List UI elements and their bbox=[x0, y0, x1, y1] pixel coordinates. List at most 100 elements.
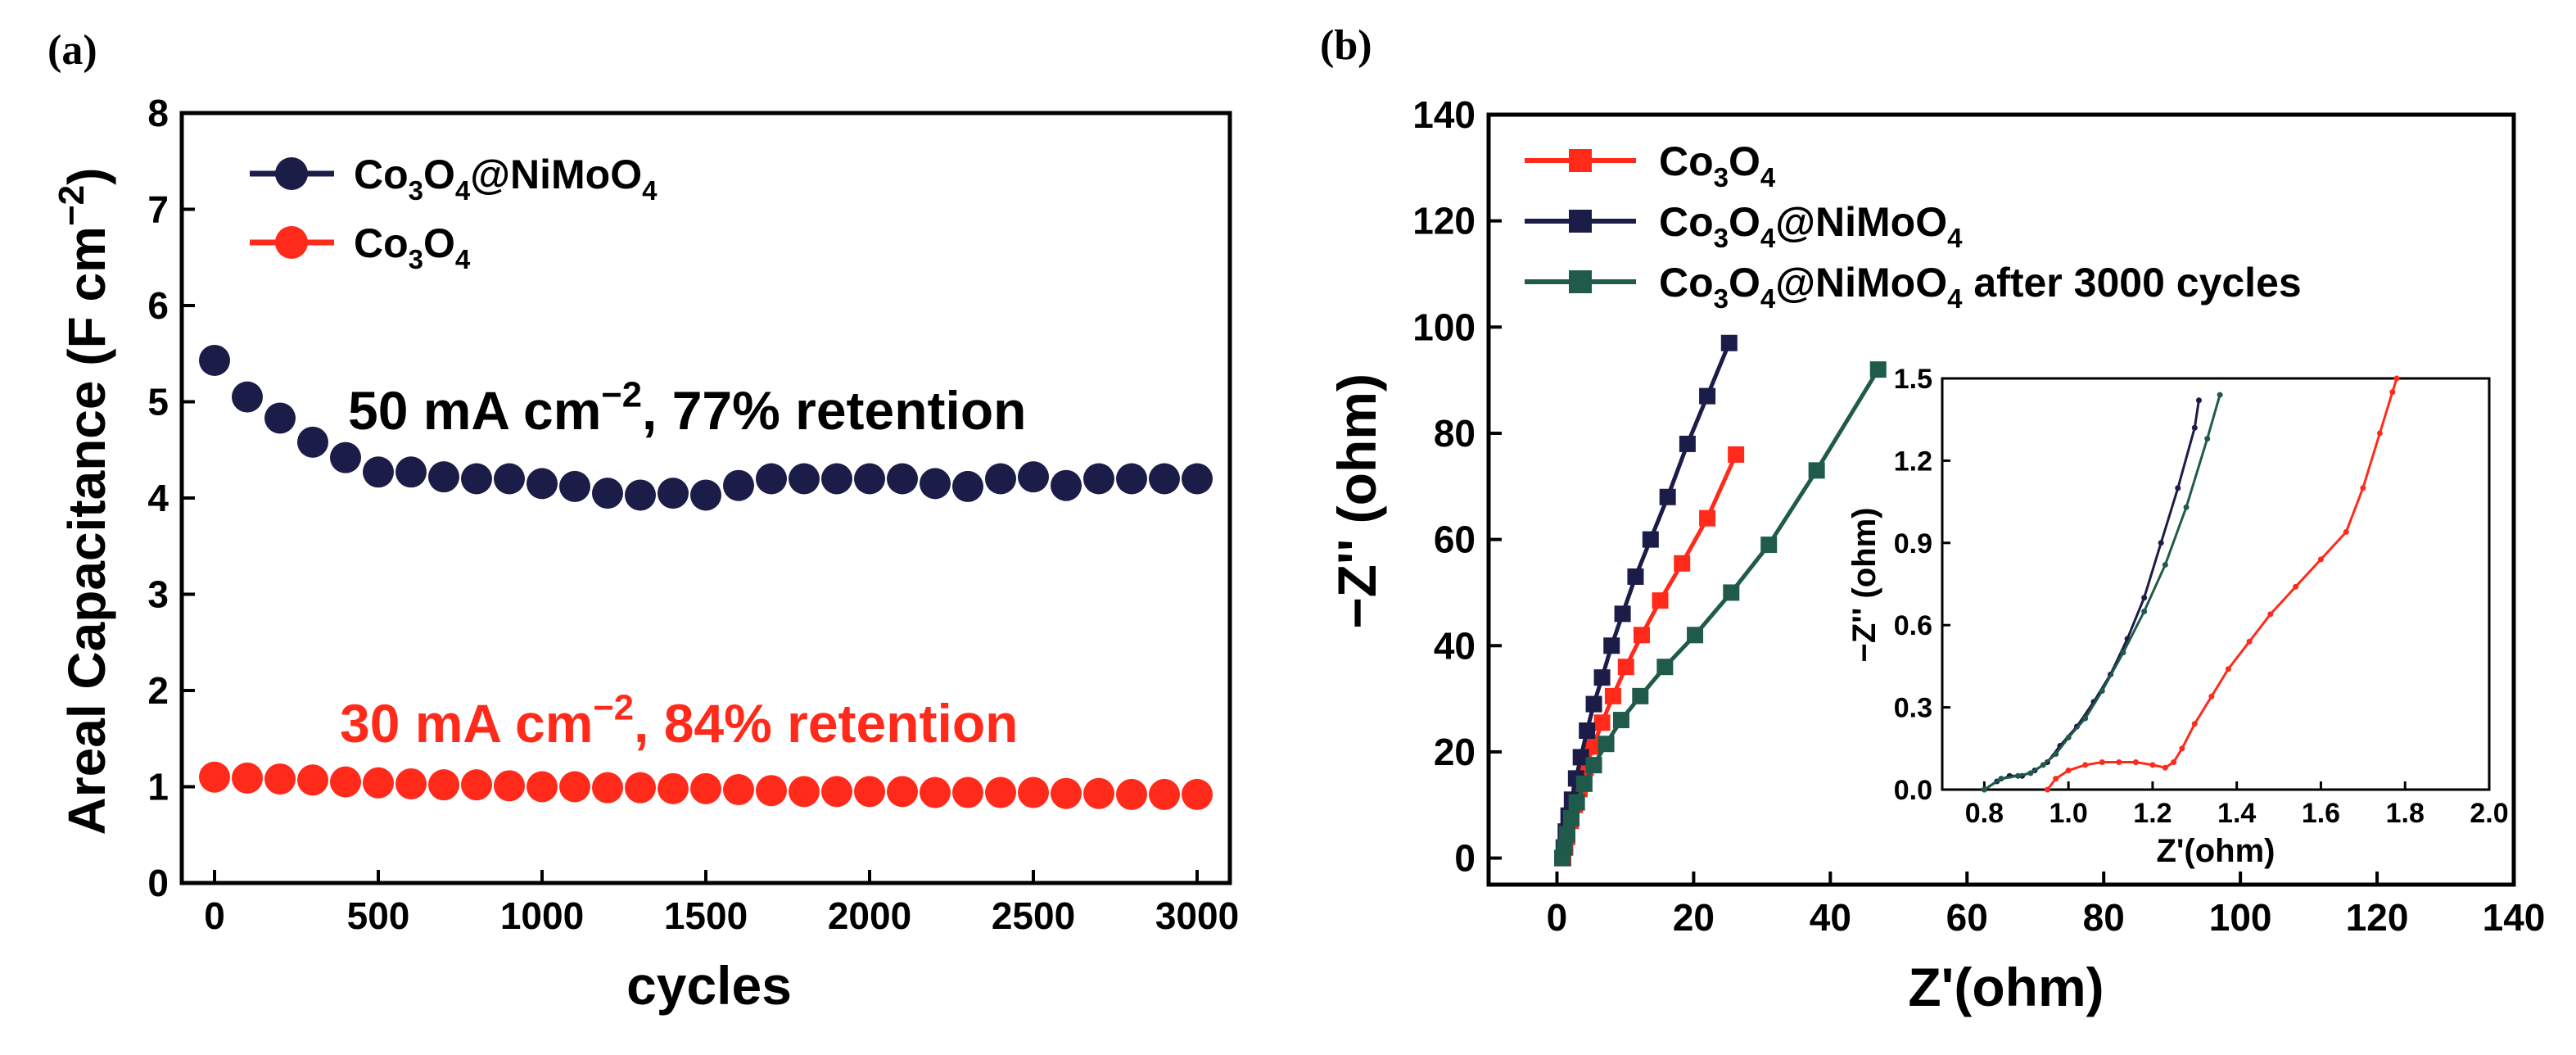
x-tick-label: 0 bbox=[204, 894, 225, 937]
data-point bbox=[821, 776, 852, 808]
text-run: Co bbox=[354, 220, 409, 266]
x-tick-label: 1500 bbox=[664, 894, 748, 937]
panel-a: (a) 0 500 1000 1500 2000 2500 3000 0 1 2 3 4 5 6 7 8 Ar… bbox=[47, 27, 1239, 1016]
text-run: Co bbox=[1659, 260, 1714, 306]
inset-data-point bbox=[2141, 608, 2148, 614]
y-tick-label: 3 bbox=[147, 573, 169, 616]
inset-data-point bbox=[2053, 776, 2059, 782]
data-point bbox=[985, 777, 1016, 808]
inset-data-point bbox=[2162, 562, 2168, 568]
inset-data-point bbox=[2014, 772, 2021, 779]
legend-marker bbox=[275, 226, 308, 259]
text-run: O bbox=[1729, 199, 1760, 245]
inset-data-point bbox=[2171, 759, 2177, 766]
data-point bbox=[1614, 605, 1631, 623]
data-point bbox=[1593, 714, 1611, 731]
panel-a-ylabel-text: Areal Capacitance (F cm bbox=[57, 226, 116, 835]
data-point bbox=[559, 771, 590, 803]
text-run: Co bbox=[1659, 199, 1714, 245]
data-point bbox=[1674, 555, 1691, 572]
x-tick-label: 3000 bbox=[1155, 894, 1239, 937]
data-point bbox=[297, 426, 328, 458]
inset-x-tick-label: 1.2 bbox=[2133, 798, 2172, 829]
text-run: 4 bbox=[1947, 283, 1963, 314]
x-tick-label: 120 bbox=[2346, 896, 2409, 939]
legend-marker bbox=[1569, 149, 1592, 172]
panel-b-ylabel: −Z'' (ohm) bbox=[1326, 374, 1387, 629]
text-run: 4 bbox=[455, 175, 471, 206]
data-point bbox=[1018, 777, 1049, 808]
data-point bbox=[1679, 435, 1696, 452]
inset-data-point bbox=[2191, 424, 2198, 431]
annotation-50ma-retention: 50 mA cm−2, 77% retention bbox=[348, 375, 1026, 441]
x-tick-label: 500 bbox=[347, 894, 410, 937]
data-point bbox=[1633, 627, 1650, 644]
x-tick-label: 1000 bbox=[500, 894, 584, 937]
inset-data-point bbox=[2204, 436, 2211, 442]
data-point bbox=[920, 468, 951, 500]
inset-x-tick-label: 1.4 bbox=[2217, 798, 2256, 829]
text-run: @NiMoO bbox=[470, 152, 642, 197]
y-tick-label: 1 bbox=[147, 766, 169, 808]
panel-b-xlabel: Z'(ohm) bbox=[1908, 957, 2104, 1017]
data-point bbox=[461, 463, 492, 495]
data-point bbox=[1604, 687, 1621, 704]
data-point bbox=[1659, 488, 1676, 505]
data-point bbox=[985, 463, 1016, 495]
text-run: 4 bbox=[1947, 223, 1963, 253]
legend-entry-co3o4-nimoo4: Co3O4@NiMoO4 bbox=[1525, 199, 1963, 253]
series-line bbox=[1560, 368, 1880, 859]
legend-label: Co3O4 bbox=[354, 220, 471, 274]
text-run: 3 bbox=[1714, 283, 1729, 314]
inset-y-tick-label: 0.9 bbox=[1894, 528, 1932, 559]
legend-label: Co3O4@NiMoO4 bbox=[1659, 199, 1963, 253]
text-run: Co bbox=[354, 152, 409, 197]
data-point bbox=[1149, 778, 1180, 810]
inset-data-point bbox=[2208, 693, 2215, 700]
inset-data-point bbox=[2065, 734, 2072, 740]
data-point bbox=[1558, 826, 1575, 843]
panel-a-ylabel-close: ) bbox=[57, 168, 116, 185]
text-run: , 84% retention bbox=[634, 693, 1018, 754]
data-point bbox=[1760, 537, 1778, 554]
data-point bbox=[1632, 687, 1649, 704]
data-point bbox=[461, 769, 492, 801]
inset-data-point bbox=[2360, 485, 2366, 491]
inset-x-tick-label: 1.8 bbox=[2386, 798, 2425, 829]
data-point bbox=[887, 776, 918, 808]
data-point bbox=[1728, 446, 1745, 463]
data-point bbox=[1051, 469, 1082, 501]
data-point bbox=[494, 770, 525, 802]
inset-data-point bbox=[2053, 750, 2059, 757]
y-tick-label: 120 bbox=[1412, 200, 1476, 242]
data-point bbox=[723, 774, 754, 806]
data-point bbox=[756, 463, 787, 495]
data-point bbox=[363, 767, 394, 799]
inset-data-point bbox=[2099, 688, 2105, 695]
data-point bbox=[330, 441, 361, 473]
panel-a-ylabel: Areal Capacitance (F cm−2) bbox=[52, 168, 116, 835]
legend-label: Co3O4@NiMoO4 bbox=[354, 152, 658, 206]
y-tick-label: 5 bbox=[147, 381, 169, 423]
inset-data-point bbox=[2082, 715, 2089, 722]
data-point bbox=[428, 769, 459, 801]
data-point bbox=[1652, 592, 1669, 609]
legend-marker bbox=[1569, 270, 1592, 293]
inset-data-point bbox=[2376, 430, 2383, 437]
panel-a-ylabel-sup: −2 bbox=[52, 185, 92, 226]
text-run: 3 bbox=[409, 175, 423, 206]
data-point bbox=[1572, 749, 1589, 766]
inset-data-point bbox=[2141, 595, 2148, 601]
data-point bbox=[1720, 334, 1738, 351]
panel-b-inset: 0.8 1.0 1.2 1.4 1.6 1.8 2.00.00.30.60.91.21.5 … bbox=[1846, 364, 2509, 869]
y-tick-label: 0 bbox=[147, 862, 169, 904]
data-point bbox=[1603, 637, 1620, 654]
data-point bbox=[330, 766, 361, 798]
data-point bbox=[1699, 509, 1716, 527]
panel-b-plot-frame bbox=[1486, 112, 2516, 887]
y-tick-label: 20 bbox=[1434, 731, 1476, 773]
inset-data-point bbox=[2179, 745, 2185, 752]
data-point bbox=[658, 772, 689, 804]
inset-y-tick-label: 0.0 bbox=[1894, 775, 1932, 806]
text-run: 4 bbox=[455, 244, 471, 274]
